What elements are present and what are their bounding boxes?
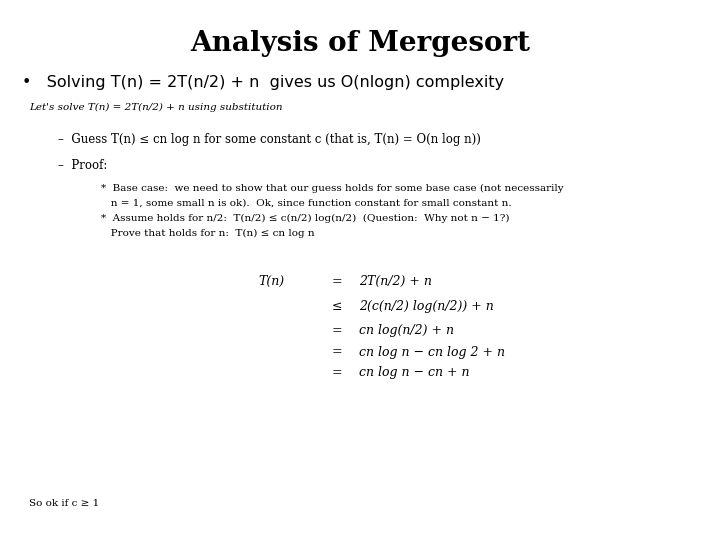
Text: 2T(n/2) + n: 2T(n/2) + n: [359, 275, 431, 288]
Text: n = 1, some small n is ok).  Ok, since function constant for small constant n.: n = 1, some small n is ok). Ok, since fu…: [101, 199, 511, 208]
Text: Analysis of Mergesort: Analysis of Mergesort: [190, 30, 530, 57]
Text: *  Base case:  we need to show that our guess holds for some base case (not nece: * Base case: we need to show that our gu…: [101, 184, 564, 193]
Text: T(n): T(n): [258, 275, 284, 288]
Text: =: =: [332, 275, 342, 288]
Text: 2(c(n/2) log(n/2)) + n: 2(c(n/2) log(n/2)) + n: [359, 300, 493, 313]
Text: cn log n − cn log 2 + n: cn log n − cn log 2 + n: [359, 346, 505, 359]
Text: So ok if c ≥ 1: So ok if c ≥ 1: [29, 500, 99, 509]
Text: Let's solve T(n) = 2T(n/2) + n using substitution: Let's solve T(n) = 2T(n/2) + n using sub…: [29, 103, 282, 112]
Text: =: =: [332, 366, 342, 379]
Text: cn log n − cn + n: cn log n − cn + n: [359, 366, 469, 379]
Text: •   Solving T(n) = 2T(n/2) + n  gives us O(nlogn) complexity: • Solving T(n) = 2T(n/2) + n gives us O(…: [22, 75, 504, 90]
Text: *  Assume holds for n/2:  T(n/2) ≤ c(n/2) log(n/2)  (Question:  Why not n − 1?): * Assume holds for n/2: T(n/2) ≤ c(n/2) …: [101, 214, 509, 223]
Text: –  Guess T(n) ≤ cn log n for some constant c (that is, T(n) = O(n log n)): – Guess T(n) ≤ cn log n for some constan…: [58, 133, 480, 146]
Text: ≤: ≤: [332, 300, 342, 313]
Text: cn log(n/2) + n: cn log(n/2) + n: [359, 324, 454, 337]
Text: –  Proof:: – Proof:: [58, 159, 107, 172]
Text: =: =: [332, 324, 342, 337]
Text: Prove that holds for n:  T(n) ≤ cn log n: Prove that holds for n: T(n) ≤ cn log n: [101, 229, 315, 238]
Text: =: =: [332, 346, 342, 359]
